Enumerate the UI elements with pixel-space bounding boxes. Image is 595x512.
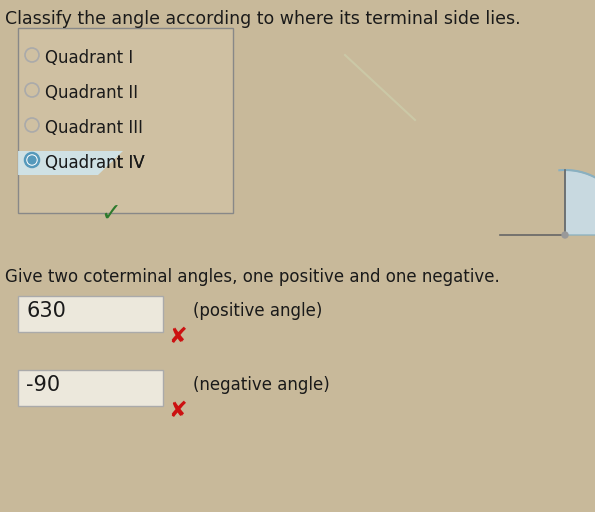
Polygon shape <box>18 151 123 175</box>
Text: Give two coterminal angles, one positive and one negative.: Give two coterminal angles, one positive… <box>5 268 500 286</box>
Circle shape <box>28 156 36 164</box>
Text: ✘: ✘ <box>168 327 187 347</box>
Text: Quadrant IV: Quadrant IV <box>45 154 145 172</box>
FancyBboxPatch shape <box>18 296 163 332</box>
Circle shape <box>25 153 39 167</box>
Text: Quadrant III: Quadrant III <box>45 119 143 137</box>
Circle shape <box>562 232 568 238</box>
Text: -90: -90 <box>26 375 60 395</box>
FancyBboxPatch shape <box>18 370 163 406</box>
Circle shape <box>28 156 36 164</box>
Text: Quadrant II: Quadrant II <box>45 84 138 102</box>
Wedge shape <box>565 170 595 235</box>
Text: (positive angle): (positive angle) <box>193 302 322 320</box>
FancyBboxPatch shape <box>18 28 233 213</box>
Text: (negative angle): (negative angle) <box>193 376 330 394</box>
Text: Quadrant IV: Quadrant IV <box>45 154 145 172</box>
Text: 630: 630 <box>26 301 66 321</box>
Text: ✓: ✓ <box>100 202 121 226</box>
Text: ✘: ✘ <box>168 401 187 421</box>
Text: Classify the angle according to where its terminal side lies.: Classify the angle according to where it… <box>5 10 521 28</box>
Text: Quadrant I: Quadrant I <box>45 49 133 67</box>
